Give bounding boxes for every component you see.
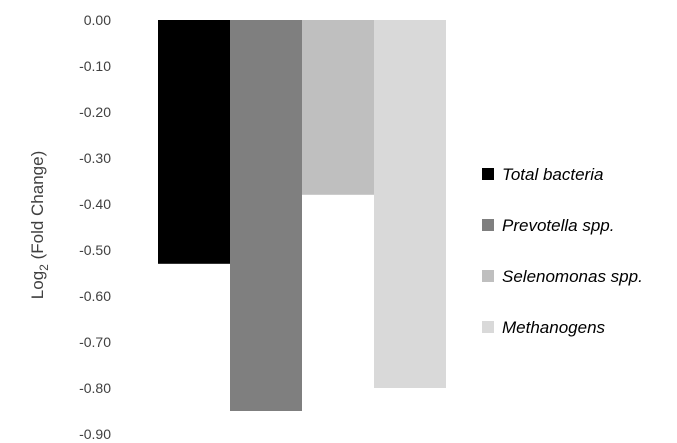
legend-swatch [482, 168, 494, 180]
bars [158, 20, 446, 411]
y-tick-label: -0.60 [79, 288, 111, 304]
legend-label: Selenomonas spp. [502, 267, 643, 286]
legend-label: Methanogens [502, 318, 606, 337]
y-axis-title-subscript: 2 [37, 264, 51, 271]
bar-methanogens [374, 20, 446, 388]
bar-prevotella-spp [230, 20, 302, 411]
y-tick-label: -0.70 [79, 334, 111, 350]
legend-swatch [482, 321, 494, 333]
y-axis-title: Log2 (Fold Change) [28, 151, 51, 299]
y-axis-title-prefix: Log [28, 271, 47, 299]
y-tick-label: -0.50 [79, 242, 111, 258]
y-tick-label: -0.80 [79, 380, 111, 396]
bar-total-bacteria [158, 20, 230, 264]
legend-label: Prevotella spp. [502, 216, 614, 235]
y-axis-ticks: 0.00 -0.10 -0.20 -0.30 -0.40 -0.50 -0.60 -0.70 -… [79, 12, 111, 442]
y-tick-label: -0.10 [79, 58, 111, 74]
y-tick-label: -0.30 [79, 150, 111, 166]
y-tick-label: -0.20 [79, 104, 111, 120]
legend-swatch [482, 270, 494, 282]
y-axis-title-suffix: (Fold Change) [28, 151, 47, 264]
legend-swatch [482, 219, 494, 231]
y-tick-label: 0.00 [84, 12, 111, 28]
y-tick-label: -0.40 [79, 196, 111, 212]
bar-selenomonas-spp [302, 20, 374, 195]
legend: Total bacteria Prevotella spp. Selenomonas… [482, 165, 643, 337]
legend-label: Total bacteria [502, 165, 603, 184]
y-tick-label: -0.90 [79, 426, 111, 442]
